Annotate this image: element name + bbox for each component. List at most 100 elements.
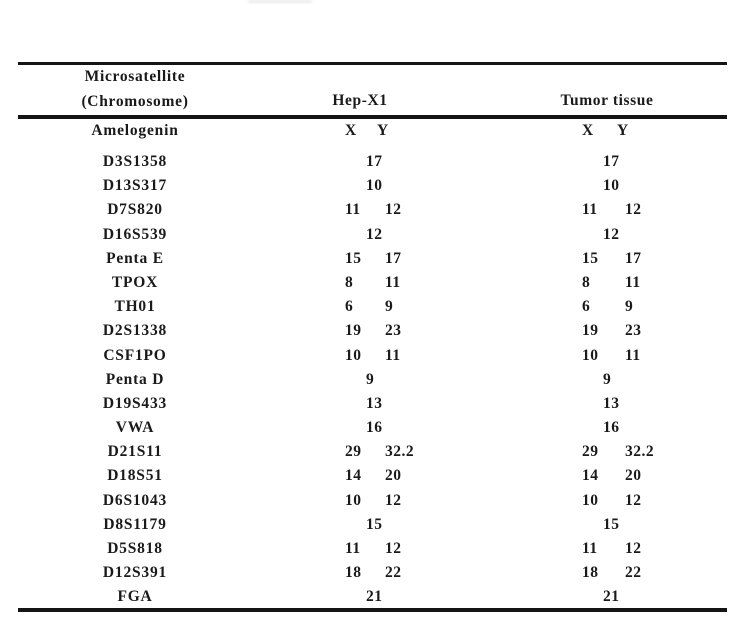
tumor-alleles: 15 — [582, 513, 672, 537]
allele-value: 8 — [582, 273, 591, 291]
table-row: D19S433 13 13 — [18, 392, 727, 416]
allele-value: 9 — [385, 298, 394, 316]
hep-alleles: 29 32.2 — [345, 440, 435, 464]
hep-alleles: 16 — [345, 416, 435, 440]
allele-value: 19 — [345, 322, 362, 340]
locus-label: D5S818 — [107, 540, 163, 557]
hep-alleles: 10 12 — [345, 489, 435, 513]
tumor-alleles: 10 — [582, 174, 672, 198]
allele-value: 8 — [345, 273, 354, 291]
allele-value: 12 — [625, 491, 642, 509]
column-header-microsatellite: Microsatellite (Chromosome) — [35, 64, 235, 114]
allele-value: 21 — [366, 588, 383, 606]
table-row: CSF1PO 10 11 10 11 — [18, 344, 727, 368]
locus-label: VWA — [115, 419, 155, 437]
allele-value: 23 — [625, 322, 642, 340]
allele-value: 10 — [366, 177, 383, 195]
table-row: D5S818 11 12 11 12 — [18, 537, 727, 561]
allele-value: 15 — [345, 249, 362, 267]
allele-value: 15 — [366, 515, 383, 533]
table-row: Amelogenin X Y X Y — [18, 119, 727, 142]
column-header-line1: Microsatellite — [84, 68, 186, 85]
tumor-alleles: 10 11 — [582, 344, 672, 368]
tumor-alleles: 11 12 — [582, 198, 672, 222]
tumor-alleles: 12 — [582, 223, 672, 247]
allele-value: 10 — [345, 346, 362, 364]
hep-alleles: 14 20 — [345, 464, 435, 488]
allele-value: 12 — [385, 491, 402, 509]
allele-value: 9 — [603, 370, 612, 388]
allele-value: 19 — [582, 322, 599, 340]
allele-value: 11 — [582, 201, 598, 219]
allele-value: 29 — [582, 443, 599, 461]
table-row: TH01 6 9 6 9 — [18, 295, 727, 319]
allele-value: 10 — [603, 177, 620, 195]
allele-value: 16 — [366, 419, 383, 437]
locus-label: D19S433 — [102, 394, 168, 412]
locus-label: D12S391 — [102, 564, 168, 582]
locus-label: D6S1043 — [102, 491, 168, 509]
allele-value: Y — [617, 122, 629, 139]
allele-value: 6 — [345, 298, 354, 316]
cropped-caption-artifact — [248, 0, 312, 3]
allele-value: 22 — [625, 564, 642, 582]
table-header-rule — [18, 115, 727, 119]
allele-value: 12 — [603, 225, 620, 243]
locus-label: CSF1PO — [103, 346, 167, 364]
locus-label: D13S317 — [102, 177, 168, 195]
hep-alleles: 15 17 — [345, 247, 435, 271]
hep-alleles: 10 11 — [345, 344, 435, 368]
allele-value: 29 — [345, 443, 362, 461]
allele-value: 13 — [366, 394, 383, 412]
locus-label: Penta E — [106, 249, 164, 267]
allele-value: X — [582, 122, 594, 139]
table-row: D6S1043 10 12 10 12 — [18, 489, 727, 513]
allele-value: 17 — [385, 249, 402, 267]
allele-value: 10 — [582, 346, 599, 364]
allele-value: 20 — [385, 467, 402, 485]
table-row: FGA 21 21 — [18, 585, 727, 609]
tumor-alleles: 13 — [582, 392, 672, 416]
tumor-alleles: 19 23 — [582, 319, 672, 343]
allele-value: 13 — [603, 394, 620, 412]
allele-value: 16 — [603, 419, 620, 437]
table-row: Penta D 9 9 — [18, 368, 727, 392]
allele-value: 9 — [366, 370, 375, 388]
allele-value: 11 — [582, 540, 598, 557]
hep-alleles: 12 — [345, 223, 435, 247]
allele-value: 20 — [625, 467, 642, 485]
hep-alleles: 17 — [345, 150, 435, 174]
allele-value: 9 — [625, 298, 634, 316]
column-header-line2: (Chromosome) — [81, 93, 189, 110]
hep-alleles: 21 — [345, 585, 435, 609]
locus-label: D16S539 — [102, 225, 168, 243]
allele-value: 12 — [625, 201, 642, 219]
table-row: D3S1358 17 17 — [18, 150, 727, 174]
hep-alleles: 9 — [345, 368, 435, 392]
allele-value: 17 — [603, 153, 620, 170]
table-rows: Amelogenin X Y X Y D3S1358 17 17 D13S317 10 10 D7S8… — [18, 119, 727, 610]
hep-alleles: 11 12 — [345, 537, 435, 561]
locus-label: TPOX — [111, 273, 159, 291]
allele-value: 10 — [345, 491, 362, 509]
allele-value: 11 — [625, 346, 641, 364]
table-row: D21S11 29 32.2 29 32.2 — [18, 440, 727, 464]
allele-value: 22 — [385, 564, 402, 582]
allele-value: 11 — [345, 201, 361, 219]
hep-alleles: 18 22 — [345, 561, 435, 585]
allele-value: 10 — [582, 491, 599, 509]
allele-value: 17 — [625, 249, 642, 267]
allele-value: 14 — [582, 467, 599, 485]
tumor-alleles: 29 32.2 — [582, 440, 672, 464]
allele-value: 15 — [603, 515, 620, 533]
locus-label: Amelogenin — [91, 122, 179, 139]
allele-value: 12 — [625, 540, 642, 557]
table-row: TPOX 8 11 8 11 — [18, 271, 727, 295]
allele-value: 15 — [582, 249, 599, 267]
table-row: D8S1179 15 15 — [18, 513, 727, 537]
table-row: Penta E 15 17 15 17 — [18, 247, 727, 271]
